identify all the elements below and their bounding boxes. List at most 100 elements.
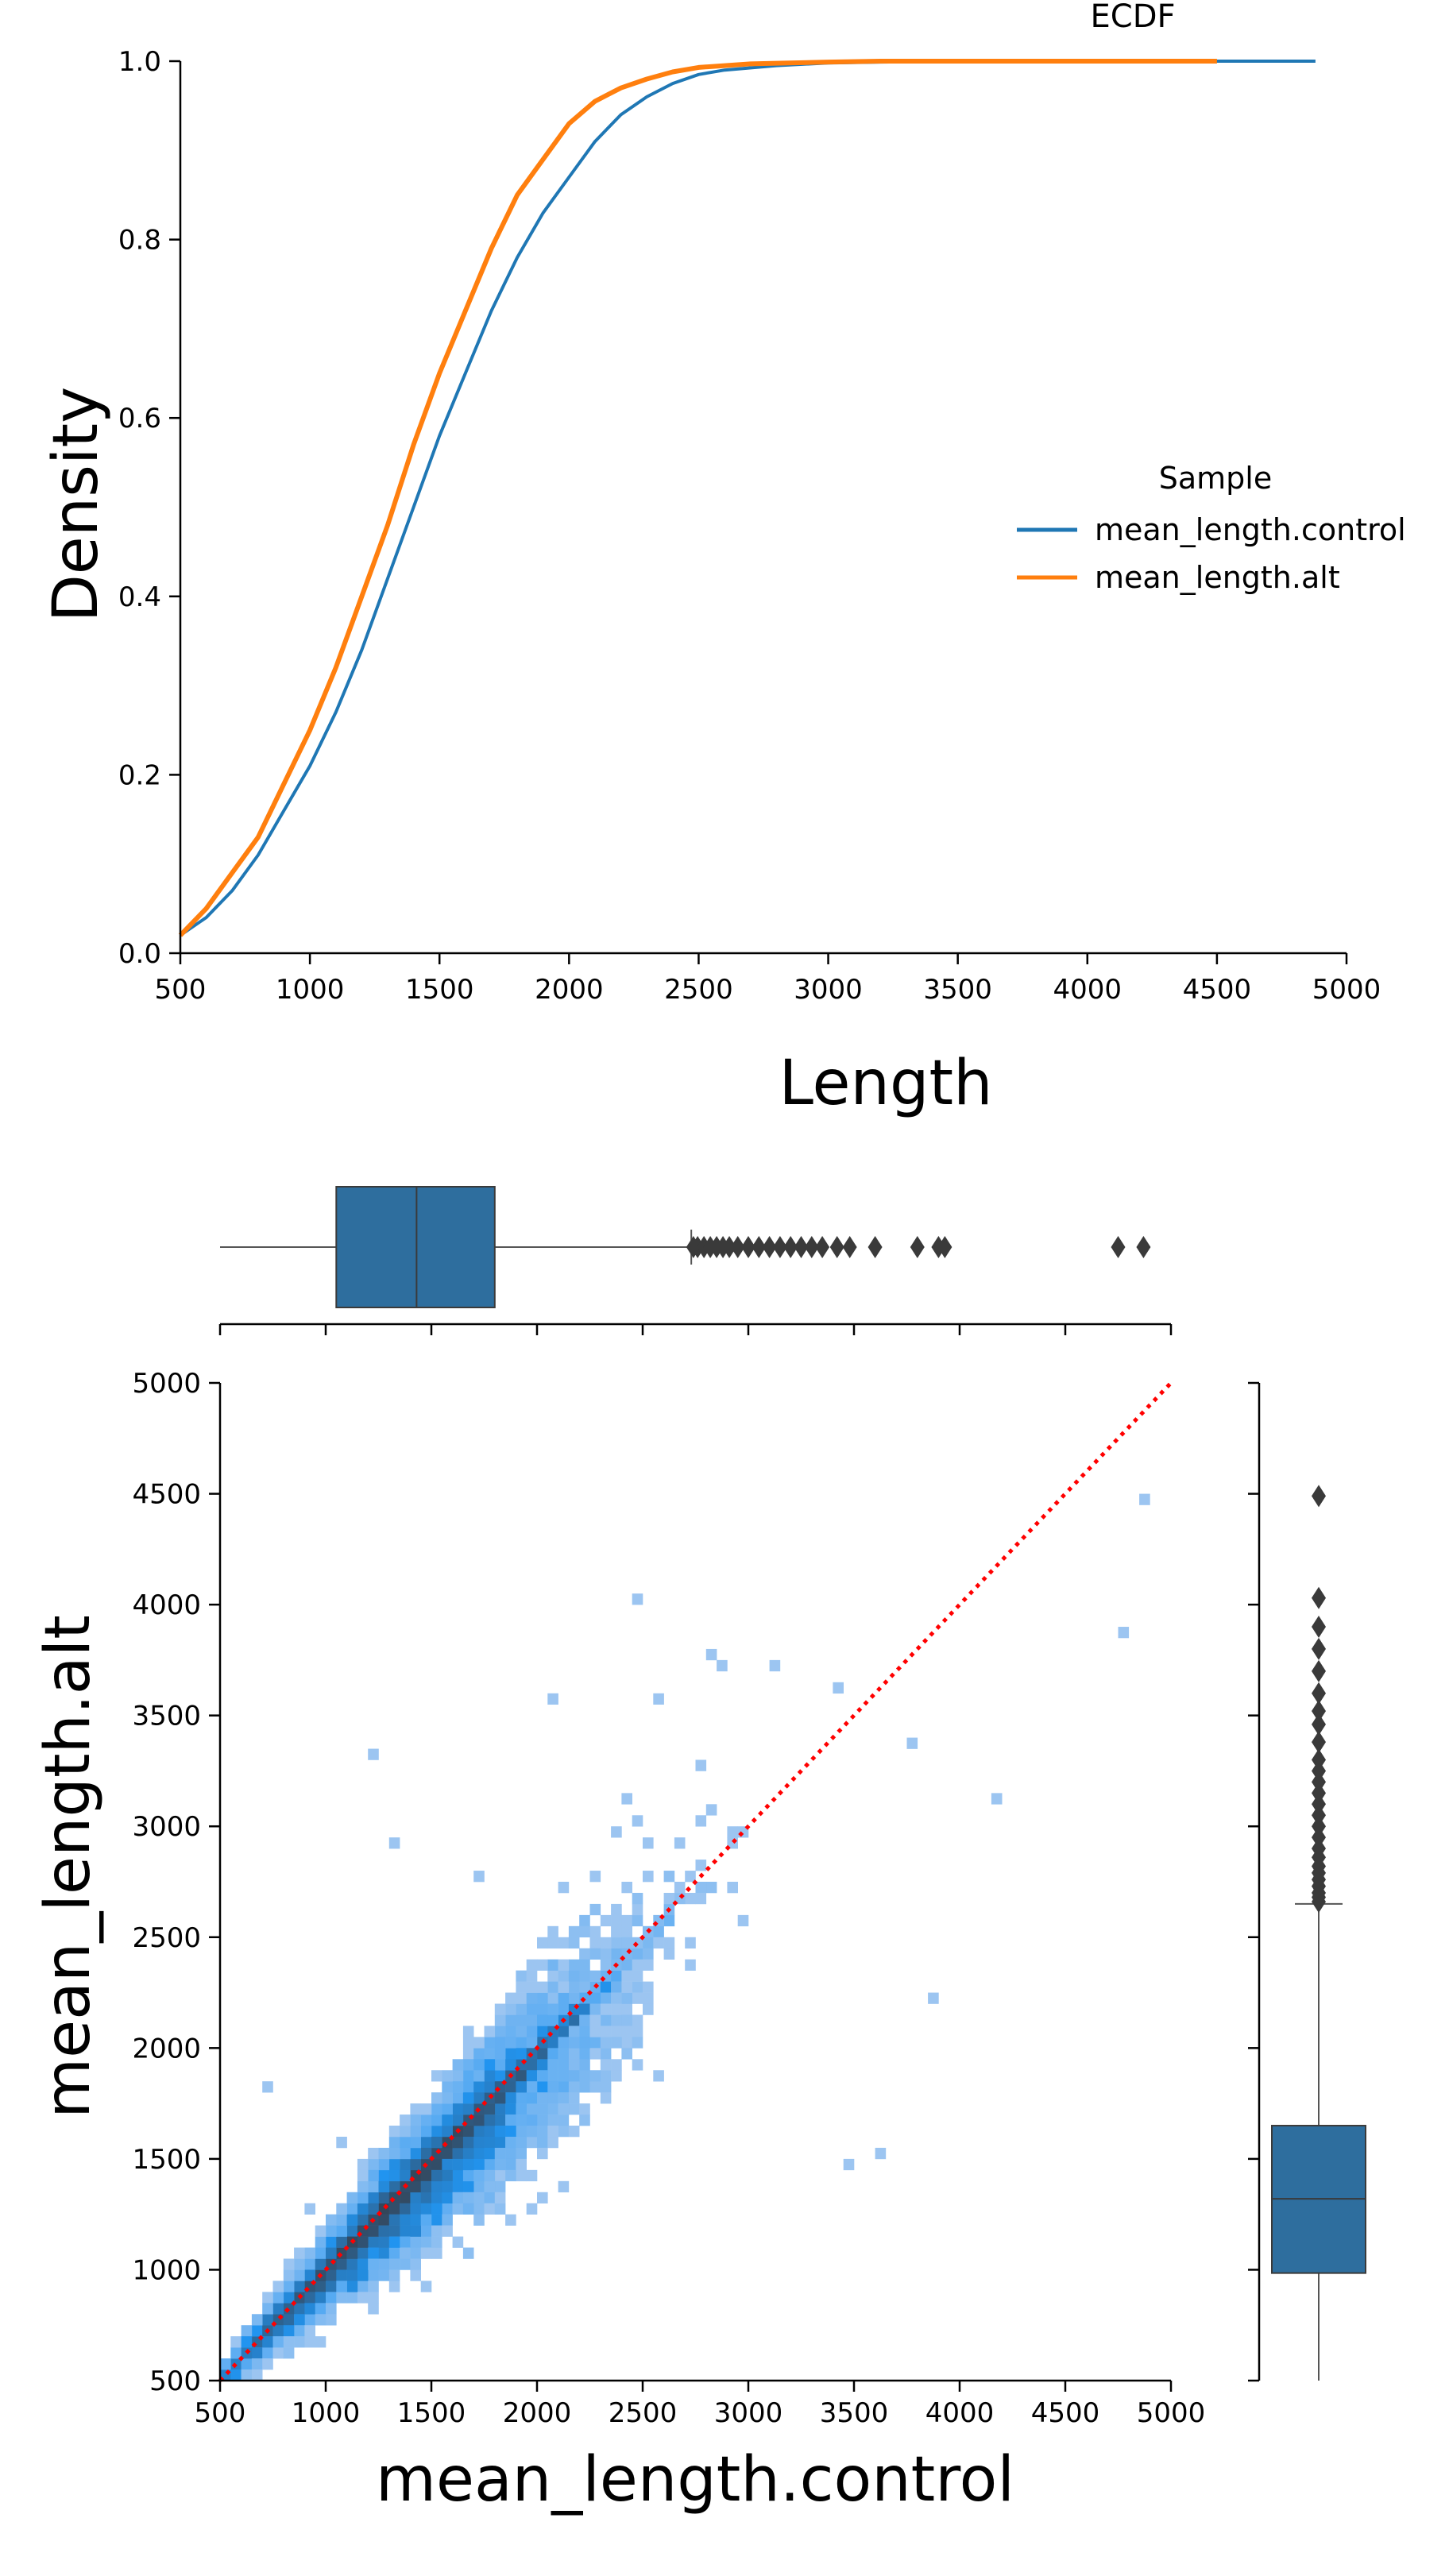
heatmap-cell xyxy=(336,2214,347,2226)
joint-x-axis-label: mean_length.control xyxy=(376,2444,1014,2516)
heatmap-cell xyxy=(632,2026,643,2037)
heatmap-cell xyxy=(695,1882,707,1894)
heatmap-cell xyxy=(283,2314,295,2326)
heatmap-cell xyxy=(473,2147,485,2160)
heatmap-cell xyxy=(400,2247,411,2259)
heatmap-cell xyxy=(505,2114,516,2126)
heatmap-cell xyxy=(378,2258,390,2270)
heatmap-cell xyxy=(420,2169,432,2182)
right-box-outlier xyxy=(1312,1682,1326,1705)
heatmap-cell xyxy=(400,2203,411,2215)
heatmap-cell xyxy=(505,2026,516,2037)
heatmap-cell xyxy=(442,2103,453,2115)
heatmap-cell xyxy=(579,2026,590,2037)
heatmap-cell xyxy=(516,2003,527,2015)
heatmap-cell xyxy=(579,1914,590,1927)
heatmap-cell xyxy=(304,2336,315,2348)
heatmap-cell xyxy=(505,2136,516,2149)
heatmap-cell xyxy=(547,2136,558,2149)
heatmap-cell xyxy=(400,2192,411,2204)
heatmap-cell xyxy=(262,2336,273,2348)
heatmap-cell xyxy=(462,2147,474,2160)
heatmap-cell xyxy=(695,1759,707,1771)
heatmap-cell xyxy=(505,2126,516,2138)
heatmap-cell xyxy=(526,2169,538,2182)
heatmap-cell xyxy=(621,1793,632,1805)
heatmap-cell xyxy=(632,1970,643,1982)
heatmap-cell xyxy=(579,2048,590,2060)
heatmap-cell xyxy=(663,1892,675,1905)
heatmap-cell xyxy=(388,2126,400,2138)
heatmap-cell xyxy=(473,2114,485,2126)
heatmap-cell xyxy=(705,1648,717,1661)
ecdf-y-axis-label: Density xyxy=(41,387,112,623)
heatmap-cell xyxy=(516,2114,527,2126)
top-box-outlier xyxy=(783,1236,798,1258)
heatmap-cell xyxy=(611,1914,622,1927)
heatmap-cell xyxy=(705,1804,717,1816)
joint-x-tick-label: 3000 xyxy=(714,2397,783,2429)
heatmap-cell xyxy=(568,2126,580,2138)
heatmap-cell xyxy=(452,2103,464,2115)
ecdf-line-mean_length.control xyxy=(179,60,1316,937)
heatmap-cell xyxy=(368,2169,379,2182)
heatmap-cell xyxy=(262,2292,273,2304)
top-box-iqr xyxy=(335,1186,496,1308)
heatmap-cell xyxy=(643,2003,654,2015)
heatmap-cell xyxy=(537,2014,548,2026)
joint-y-tick-label: 2000 xyxy=(132,2033,201,2064)
heatmap-cell xyxy=(462,2180,474,2193)
heatmap-cell xyxy=(547,2070,558,2082)
heatmap-cell xyxy=(611,2037,622,2049)
heatmap-cell xyxy=(505,2103,516,2115)
heatmap-cell xyxy=(378,2147,390,2160)
heatmap-cell xyxy=(378,2214,390,2226)
heatmap-cell xyxy=(611,2003,622,2015)
joint-x-tick-label: 2000 xyxy=(503,2397,572,2429)
heatmap-cell xyxy=(579,2114,590,2126)
heatmap-cell xyxy=(589,2070,601,2082)
heatmap-cell xyxy=(621,1981,632,1993)
heatmap-cell xyxy=(388,2214,400,2226)
heatmap-cell xyxy=(410,2269,421,2281)
heatmap-cell xyxy=(568,2026,580,2037)
heatmap-cell xyxy=(336,2236,347,2248)
heatmap-cell xyxy=(516,2126,527,2138)
heatmap-cell xyxy=(727,1882,738,1894)
top-box-outlier xyxy=(842,1236,857,1258)
heatmap-cell xyxy=(558,2114,570,2126)
heatmap-cell xyxy=(368,1748,379,1760)
heatmap-cell xyxy=(484,2081,496,2093)
heatmap-cell xyxy=(717,1659,728,1672)
heatmap-cell xyxy=(241,2336,253,2348)
heatmap-cell xyxy=(326,2303,337,2315)
heatmap-cell xyxy=(484,2070,496,2082)
heatmap-cell xyxy=(420,2192,432,2204)
heatmap-cell xyxy=(547,1970,558,1982)
heatmap-cell xyxy=(494,2014,506,2026)
heatmap-cell xyxy=(526,1992,538,2004)
heatmap-cell xyxy=(283,2292,295,2304)
heatmap-cell xyxy=(632,1981,643,1993)
heatmap-cell xyxy=(462,2092,474,2104)
joint-y-axis-label: mean_length.alt xyxy=(33,1615,104,2118)
heatmap-cell xyxy=(346,2214,358,2226)
heatmap-cell xyxy=(357,2192,369,2204)
joint-x-tick-label: 2500 xyxy=(609,2397,678,2429)
heatmap-cell xyxy=(505,2059,516,2071)
heatmap-cell xyxy=(621,1882,632,1894)
heatmap-cell xyxy=(505,2214,516,2226)
heatmap-cell xyxy=(494,2048,506,2060)
heatmap-cell xyxy=(431,2203,442,2215)
heatmap-cell xyxy=(326,2269,337,2281)
heatmap-cell xyxy=(558,1992,570,2004)
heatmap-cell xyxy=(526,2070,538,2082)
heatmap-cell xyxy=(547,2048,558,2060)
heatmap-cell xyxy=(315,2258,327,2270)
ecdf-panel: ECDF 500 1000 1500 2000 2500 3000 3500 4000 4500… xyxy=(41,0,1406,1119)
heatmap-cell xyxy=(727,1826,738,1838)
heatmap-cell xyxy=(368,2158,379,2171)
heatmap-cell xyxy=(547,1937,558,1949)
joint-x-tick-label: 4500 xyxy=(1031,2397,1100,2429)
